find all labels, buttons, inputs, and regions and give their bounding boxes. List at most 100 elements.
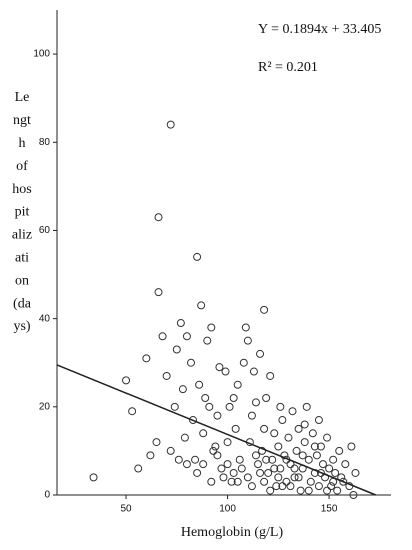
point xyxy=(329,455,338,464)
point xyxy=(207,323,216,332)
point xyxy=(256,349,265,358)
point xyxy=(178,385,187,394)
x-tick-label: 50 xyxy=(120,504,132,515)
y-tick-label: 20 xyxy=(39,401,51,412)
point xyxy=(306,477,315,486)
point xyxy=(294,424,303,433)
y-axis-label: ati xyxy=(15,251,29,266)
point xyxy=(270,464,279,473)
point xyxy=(304,455,313,464)
y-axis-label: ys) xyxy=(13,319,30,334)
point xyxy=(174,455,183,464)
point xyxy=(276,402,285,411)
point xyxy=(280,451,289,460)
point xyxy=(193,468,202,477)
point xyxy=(233,380,242,389)
x-axis-label: Hemoglobin (g/L) xyxy=(181,525,284,540)
x-tick-label: 100 xyxy=(219,504,236,515)
point xyxy=(260,424,269,433)
point xyxy=(195,380,204,389)
point xyxy=(262,394,271,402)
point xyxy=(213,411,222,420)
point xyxy=(211,442,220,451)
point xyxy=(152,438,161,447)
point xyxy=(187,358,196,367)
point xyxy=(339,477,348,486)
point xyxy=(314,482,323,491)
point xyxy=(256,468,265,477)
point xyxy=(308,429,317,438)
point xyxy=(122,376,131,385)
point xyxy=(227,477,236,486)
point xyxy=(262,455,271,464)
point xyxy=(282,477,291,486)
point xyxy=(201,394,210,402)
point xyxy=(193,252,202,261)
point xyxy=(154,288,163,297)
point xyxy=(231,424,240,433)
y-axis-label: Le xyxy=(15,90,30,105)
point xyxy=(254,460,263,469)
point xyxy=(312,451,321,460)
point xyxy=(182,460,191,469)
y-tick-label: 60 xyxy=(39,225,51,236)
point xyxy=(302,402,311,411)
point xyxy=(294,473,303,482)
point xyxy=(327,482,336,491)
point xyxy=(207,477,216,486)
point xyxy=(225,402,234,411)
point xyxy=(351,468,360,477)
point xyxy=(278,482,287,491)
point xyxy=(205,402,214,411)
point xyxy=(182,332,191,341)
point xyxy=(166,120,175,129)
y-tick-label: 100 xyxy=(33,49,50,60)
point xyxy=(325,464,334,473)
point xyxy=(286,482,295,491)
point xyxy=(266,371,275,380)
point xyxy=(276,464,285,473)
point xyxy=(154,213,163,222)
y-tick-label: 80 xyxy=(39,137,51,148)
point xyxy=(180,433,189,442)
point xyxy=(189,416,198,425)
point xyxy=(199,429,208,438)
point xyxy=(296,486,305,495)
point xyxy=(146,451,155,460)
point xyxy=(191,455,200,464)
point xyxy=(166,446,175,455)
point xyxy=(260,477,269,486)
point xyxy=(170,402,179,411)
point xyxy=(258,446,267,455)
point xyxy=(223,460,232,469)
y-axis-label: of xyxy=(16,159,28,174)
y-tick-label: 40 xyxy=(39,313,51,324)
point xyxy=(316,468,325,477)
point xyxy=(221,367,230,376)
fit-line xyxy=(56,364,377,496)
equation: Y = 0.1894x + 33.405 xyxy=(258,22,381,37)
point xyxy=(128,407,137,416)
point xyxy=(304,486,313,495)
point xyxy=(239,358,248,367)
point xyxy=(203,336,212,345)
point xyxy=(300,420,309,429)
point xyxy=(243,336,252,345)
point xyxy=(310,442,319,451)
point xyxy=(300,438,309,447)
y-tick-label: 0 xyxy=(44,490,50,501)
point xyxy=(333,486,342,495)
point xyxy=(251,451,260,460)
point xyxy=(197,301,206,310)
point xyxy=(249,367,258,376)
point xyxy=(260,305,269,314)
point xyxy=(243,473,252,482)
point xyxy=(274,473,283,482)
y-axis-label: on xyxy=(15,273,29,288)
point xyxy=(278,416,287,425)
point xyxy=(274,442,283,451)
point xyxy=(292,446,301,455)
point xyxy=(298,451,307,460)
point xyxy=(251,398,260,407)
point xyxy=(142,354,151,363)
